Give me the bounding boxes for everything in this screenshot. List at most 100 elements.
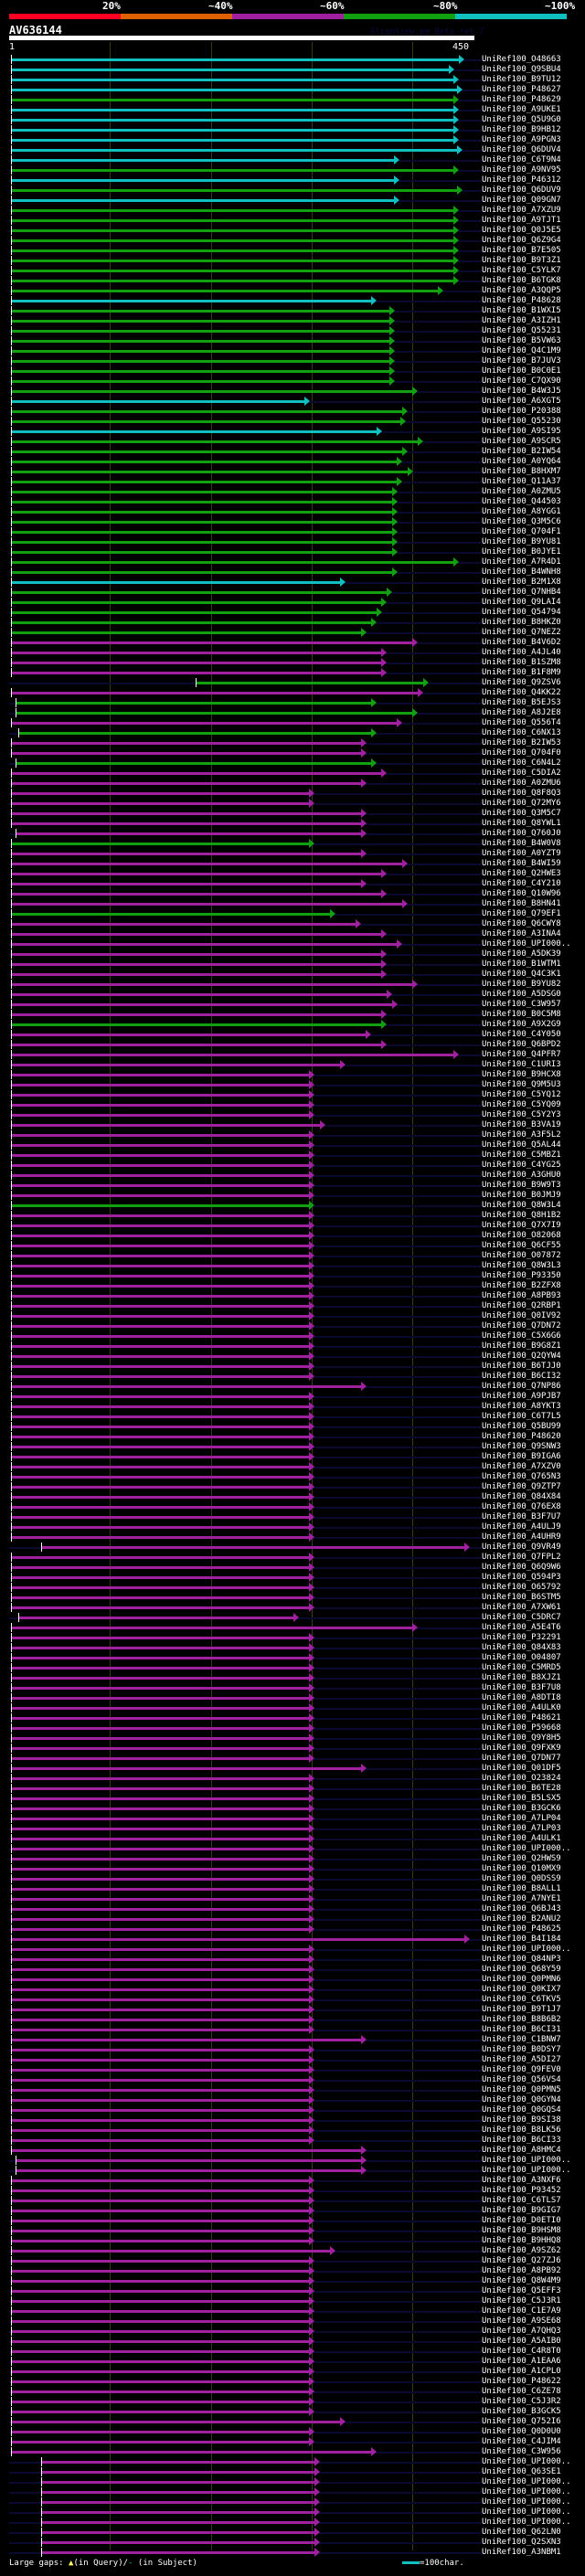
hit-bar[interactable] — [11, 2260, 310, 2263]
hit-row[interactable]: UniRef100_A0YZT9 — [0, 849, 585, 859]
hit-bar[interactable] — [11, 672, 382, 674]
hit-bar[interactable] — [11, 1878, 310, 1881]
hit-row[interactable]: UniRef100_C5MRD5 — [0, 1663, 585, 1673]
hit-label[interactable]: UniRef100_A9X2G9 — [482, 1020, 561, 1029]
hit-row[interactable]: UniRef100_P48629 — [0, 95, 585, 105]
hit-bar[interactable] — [11, 1868, 310, 1871]
hit-label[interactable]: UniRef100_Q84NP3 — [482, 1955, 561, 1964]
hit-label[interactable]: UniRef100_Q55231 — [482, 326, 561, 335]
hit-label[interactable]: UniRef100_Q9FEV0 — [482, 2065, 561, 2074]
hit-row[interactable]: UniRef100_Q9M5U3 — [0, 1080, 585, 1090]
hit-bar[interactable] — [11, 2350, 310, 2353]
hit-row[interactable]: UniRef100_A9NV95 — [0, 165, 585, 175]
hit-row[interactable]: UniRef100_P59668 — [0, 1723, 585, 1733]
hit-row[interactable]: UniRef100_Q8W3L3 — [0, 1261, 585, 1271]
hit-bar[interactable] — [15, 762, 372, 765]
hit-row[interactable]: UniRef100_C5J3R2 — [0, 2397, 585, 2407]
hit-label[interactable]: UniRef100_Q752I6 — [482, 2417, 561, 2426]
hit-bar[interactable] — [11, 2240, 310, 2242]
hit-bar[interactable] — [11, 139, 454, 142]
hit-row[interactable]: UniRef100_C1E7A9 — [0, 2306, 585, 2316]
hit-row[interactable]: UniRef100_Q54794 — [0, 608, 585, 618]
hit-label[interactable]: UniRef100_C6TKV5 — [482, 1995, 561, 2004]
hit-bar[interactable] — [11, 742, 361, 745]
hit-label[interactable]: UniRef100_Q9ZSV6 — [482, 678, 561, 687]
hit-label[interactable]: UniRef100_P48629 — [482, 95, 561, 104]
hit-label[interactable]: UniRef100_B6CI31 — [482, 2025, 561, 2034]
hit-row[interactable]: UniRef100_Q2RBP1 — [0, 1301, 585, 1311]
hit-bar[interactable] — [11, 2220, 310, 2222]
hit-label[interactable]: UniRef100_Q8F8Q3 — [482, 789, 561, 798]
hit-row[interactable]: UniRef100_B0JYE1 — [0, 547, 585, 557]
hit-label[interactable]: UniRef100_Q68Y59 — [482, 1965, 561, 1974]
hit-label[interactable]: UniRef100_Q5EFF3 — [482, 2286, 561, 2295]
hit-label[interactable]: UniRef100_B3GCK5 — [482, 2407, 561, 2416]
hit-row[interactable]: UniRef100_C6NX13 — [0, 728, 585, 738]
hit-label[interactable]: UniRef100_A7XZV0 — [482, 1462, 561, 1471]
hit-bar[interactable] — [11, 1576, 310, 1579]
hit-bar[interactable] — [11, 1647, 310, 1649]
hit-label[interactable]: UniRef100_B3VA19 — [482, 1120, 561, 1129]
hit-label[interactable]: UniRef100_Q0DSS9 — [482, 1874, 561, 1883]
hit-row[interactable]: UniRef100_A9X2G9 — [0, 1020, 585, 1030]
hit-label[interactable]: UniRef100_B0JYE1 — [482, 547, 561, 557]
hit-row[interactable]: UniRef100_Q9LAI4 — [0, 598, 585, 608]
hit-bar[interactable] — [11, 1265, 310, 1267]
hit-row[interactable]: UniRef100_B8XJZ1 — [0, 1673, 585, 1683]
hit-bar[interactable] — [11, 440, 418, 443]
hit-bar[interactable] — [11, 400, 304, 403]
hit-label[interactable]: UniRef100_A4ULJ9 — [482, 1522, 561, 1532]
hit-label[interactable]: UniRef100_B6TGK8 — [482, 276, 561, 285]
hit-label[interactable]: UniRef100_B7JUV3 — [482, 356, 561, 366]
hit-label[interactable]: UniRef100_Q7NEZ2 — [482, 628, 561, 637]
hit-bar[interactable] — [11, 2139, 310, 2142]
hit-bar[interactable] — [11, 2179, 310, 2182]
hit-bar[interactable] — [196, 682, 423, 684]
hit-row[interactable]: UniRef100_P48627 — [0, 85, 585, 95]
hit-bar[interactable] — [11, 2019, 310, 2021]
hit-bar[interactable] — [11, 380, 390, 383]
hit-label[interactable]: UniRef100_Q6CWY8 — [482, 919, 561, 928]
hit-bar[interactable] — [11, 1627, 413, 1629]
hit-label[interactable]: UniRef100_Q0KIX7 — [482, 1985, 561, 1994]
hit-bar[interactable] — [11, 310, 390, 313]
hit-bar[interactable] — [11, 260, 454, 262]
hit-row[interactable]: UniRef100_Q4C1M9 — [0, 346, 585, 356]
hit-row[interactable]: UniRef100_A8DTI8 — [0, 1693, 585, 1703]
hit-bar[interactable] — [11, 541, 392, 544]
hit-row[interactable]: UniRef100_O07872 — [0, 1251, 585, 1261]
hit-bar[interactable] — [11, 752, 361, 755]
hit-bar[interactable] — [11, 2210, 310, 2212]
hit-bar[interactable] — [11, 521, 392, 524]
hit-label[interactable]: UniRef100_Q9SBU4 — [482, 65, 561, 74]
hit-label[interactable]: UniRef100_UPI000.. — [482, 2518, 571, 2527]
hit-bar[interactable] — [11, 863, 402, 865]
hit-bar[interactable] — [40, 2491, 314, 2494]
hit-label[interactable]: UniRef100_Q7DN72 — [482, 1321, 561, 1330]
hit-label[interactable]: UniRef100_Q3M5C7 — [482, 809, 561, 818]
hit-row[interactable]: UniRef100_C7QX90 — [0, 376, 585, 387]
hit-row[interactable]: UniRef100_A7NYE1 — [0, 1894, 585, 1904]
hit-row[interactable]: UniRef100_B0JMJ9 — [0, 1191, 585, 1201]
hit-bar[interactable] — [11, 2380, 310, 2383]
hit-row[interactable]: UniRef100_UPI000.. — [0, 1844, 585, 1854]
hit-row[interactable]: UniRef100_D0ETI0 — [0, 2216, 585, 2226]
hit-label[interactable]: UniRef100_A1CPL0 — [482, 2367, 561, 2376]
hit-row[interactable]: UniRef100_C4JIM4 — [0, 2437, 585, 2447]
hit-bar[interactable] — [11, 853, 361, 855]
hit-row[interactable]: UniRef100_Q7NP86 — [0, 1382, 585, 1392]
hit-label[interactable]: UniRef100_P93452 — [482, 2186, 561, 2195]
hit-row[interactable]: UniRef100_UPI000.. — [0, 2166, 585, 2176]
hit-row[interactable]: UniRef100_A5E4T6 — [0, 1623, 585, 1633]
hit-row[interactable]: UniRef100_Q84X84 — [0, 1492, 585, 1502]
hit-bar[interactable] — [11, 1214, 310, 1217]
hit-row[interactable]: UniRef100_Q6DUV4 — [0, 145, 585, 155]
hit-row[interactable]: UniRef100_Q27ZJ6 — [0, 2256, 585, 2266]
hit-bar[interactable] — [11, 1355, 310, 1358]
hit-bar[interactable] — [11, 2029, 310, 2031]
hit-label[interactable]: UniRef100_A7NYE1 — [482, 1894, 561, 1903]
hit-bar[interactable] — [11, 2230, 310, 2232]
hit-bar[interactable] — [11, 923, 356, 926]
hit-label[interactable]: UniRef100_A9UKE1 — [482, 105, 561, 114]
hit-row[interactable]: UniRef100_Q79EF1 — [0, 909, 585, 919]
